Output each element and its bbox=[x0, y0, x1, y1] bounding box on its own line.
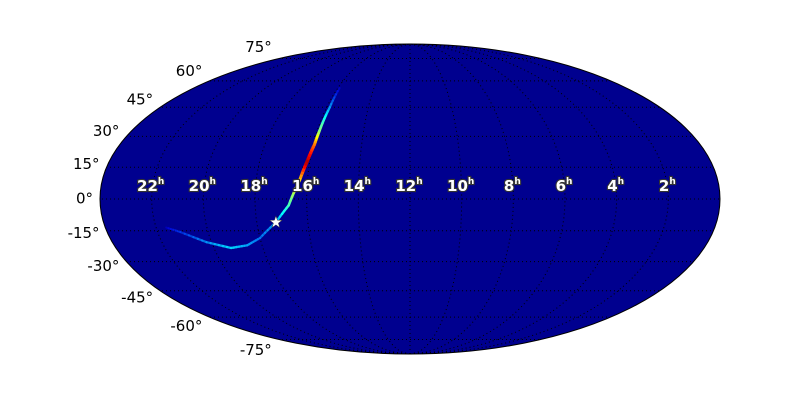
ra-hours: 2 bbox=[659, 177, 669, 195]
meridian-line bbox=[306, 44, 411, 354]
meridian-line bbox=[409, 44, 618, 354]
dec-tick-label: 75° bbox=[245, 38, 272, 56]
meridian-line bbox=[357, 44, 411, 354]
dec-tick-label: 60° bbox=[176, 62, 203, 80]
dec-tick-label: 45° bbox=[127, 90, 154, 108]
dec-tick-label: 0° bbox=[76, 190, 93, 208]
arc-segment bbox=[335, 90, 339, 96]
ra-hours: 22 bbox=[137, 177, 158, 195]
meridian-line bbox=[151, 44, 411, 354]
dec-tick-label: 15° bbox=[73, 155, 100, 173]
star-icon bbox=[269, 215, 283, 229]
star-marker bbox=[269, 215, 283, 229]
ra-unit: h bbox=[313, 177, 319, 187]
ra-unit: h bbox=[261, 177, 267, 187]
arc-segment bbox=[165, 226, 170, 230]
ra-unit: h bbox=[158, 177, 164, 187]
dec-tick-label: -15° bbox=[68, 224, 100, 242]
ra-unit: h bbox=[365, 177, 371, 187]
arc-segment bbox=[336, 87, 341, 93]
meridian-line bbox=[409, 44, 669, 354]
meridian-line bbox=[409, 44, 463, 354]
ra-unit: h bbox=[618, 177, 624, 187]
meridian-line bbox=[409, 44, 514, 354]
ra-hours: 18 bbox=[240, 177, 261, 195]
ra-tick-label: 22h bbox=[137, 177, 164, 195]
ra-hours: 8 bbox=[504, 177, 514, 195]
arc-segment bbox=[167, 227, 172, 231]
ra-tick-label: 10h bbox=[447, 177, 474, 195]
meridian-line bbox=[202, 44, 411, 354]
ra-tick-label: 12h bbox=[395, 177, 422, 195]
ra-hours: 14 bbox=[344, 177, 365, 195]
dec-tick-label: -30° bbox=[87, 257, 119, 275]
ra-unit: h bbox=[416, 177, 422, 187]
probability-arc bbox=[165, 87, 341, 250]
arc-segment bbox=[169, 228, 175, 231]
ra-tick-label: 18h bbox=[240, 177, 267, 195]
ra-hours: 16 bbox=[292, 177, 313, 195]
ra-tick-label: 16h bbox=[292, 177, 319, 195]
dec-tick-label: -45° bbox=[121, 289, 153, 307]
ra-unit: h bbox=[566, 177, 572, 187]
ra-hours: 4 bbox=[607, 177, 617, 195]
ra-tick-label: 6h bbox=[556, 177, 573, 195]
dec-tick-labels: 75° 60° 45° 30° 15° 0° -15° -30°-45° -60° -75° bbox=[68, 38, 272, 359]
ra-hours: 10 bbox=[447, 177, 468, 195]
ra-unit: h bbox=[514, 177, 520, 187]
ra-unit: h bbox=[210, 177, 216, 187]
dec-tick-label: -75° bbox=[240, 341, 272, 359]
ra-unit: h bbox=[669, 177, 675, 187]
graticule bbox=[100, 44, 720, 354]
ra-tick-label: 2h bbox=[659, 177, 676, 195]
ra-tick-label: 4h bbox=[607, 177, 624, 195]
ra-tick-label: 8h bbox=[504, 177, 521, 195]
ra-tick-labels: 22h 20h 18h 16h 14h 12h 10h 8h 6h 4h 2h bbox=[136, 175, 677, 195]
dec-tick-label: 30° bbox=[93, 122, 120, 140]
ra-hours: 20 bbox=[189, 177, 210, 195]
ra-hours: 12 bbox=[395, 177, 416, 195]
ra-tick-label: 14h bbox=[344, 177, 371, 195]
map-border bbox=[99, 43, 721, 355]
ra-tick-label: 20h bbox=[189, 177, 216, 195]
dec-tick-label: -60° bbox=[170, 317, 202, 335]
ra-hours: 6 bbox=[556, 177, 566, 195]
ra-unit: h bbox=[468, 177, 474, 187]
